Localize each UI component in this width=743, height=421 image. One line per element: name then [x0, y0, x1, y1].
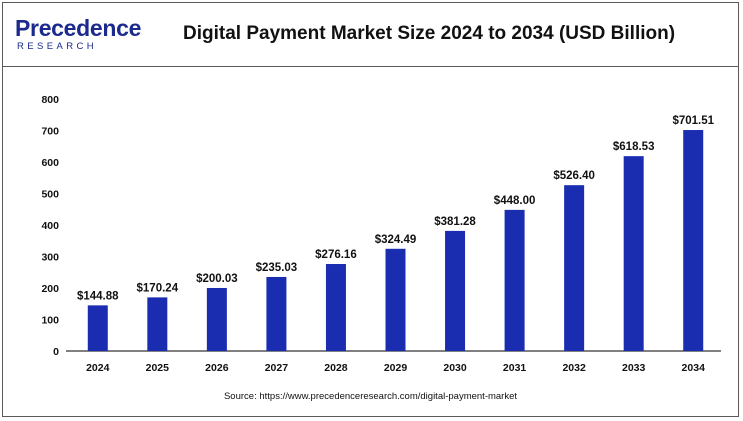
y-tick-label: 100: [41, 315, 59, 327]
y-tick-label: 300: [41, 252, 59, 264]
y-tick-label: 0: [53, 346, 59, 358]
bar-2029: [385, 248, 406, 351]
bar-2030: [445, 230, 466, 351]
x-tick-label: 2032: [562, 362, 586, 374]
x-tick-label: 2025: [146, 362, 170, 374]
x-axis: 2024 2025 2026 2027 2028 2029 2030 2031 2032 2033…: [86, 362, 705, 374]
brand-name: Precedence: [15, 15, 142, 41]
data-label-2032: $526.40: [553, 170, 595, 182]
data-label-2028: $276.16: [315, 249, 357, 261]
x-tick-label: 2030: [443, 362, 467, 374]
y-tick-label: 700: [41, 126, 59, 138]
data-label-2027: $235.03: [256, 262, 298, 274]
x-tick-label: 2033: [622, 362, 646, 374]
data-label-2029: $324.49: [375, 234, 417, 246]
header: Precedence RESEARCH Digital Payment Mark…: [3, 3, 738, 67]
bar-2028: [325, 264, 346, 351]
data-label-2034: $701.51: [672, 115, 714, 127]
bar-chart: 0 100 200 300 400 500 600 700 800 $144.88 $170.24…: [41, 94, 721, 374]
data-label-2031: $448.00: [494, 195, 536, 207]
bar-2025: [147, 297, 168, 351]
x-tick-label: 2034: [682, 362, 706, 374]
y-tick-label: 400: [41, 220, 59, 232]
chart-title: Digital Payment Market Size 2024 to 2034…: [183, 23, 676, 44]
y-tick-label: 600: [41, 157, 59, 169]
brand-subtitle: RESEARCH: [17, 41, 97, 52]
bar-series: [87, 130, 704, 351]
source-note: Source: https://www.precedenceresearch.c…: [223, 391, 518, 402]
x-tick-label: 2031: [503, 362, 527, 374]
bar-2034: [683, 130, 704, 351]
chart-frame: Precedence RESEARCH Digital Payment Mark…: [2, 2, 739, 417]
data-label-2025: $170.24: [137, 282, 179, 294]
data-label-2024: $144.88: [77, 290, 119, 302]
bar-2031: [504, 209, 525, 351]
y-axis: 0 100 200 300 400 500 600 700 800: [41, 94, 59, 358]
data-label-2026: $200.03: [196, 273, 238, 285]
y-tick-label: 800: [41, 94, 59, 106]
bar-2024: [87, 305, 108, 351]
x-tick-label: 2027: [265, 362, 289, 374]
x-tick-label: 2028: [324, 362, 348, 374]
brand-logo: Precedence RESEARCH: [15, 15, 141, 55]
y-tick-label: 200: [41, 283, 59, 295]
data-labels: $144.88 $170.24 $200.03 $235.03 $276.16 $324.…: [77, 115, 715, 302]
y-tick-label: 500: [41, 189, 59, 201]
bar-2033: [623, 156, 644, 351]
data-label-2030: $381.28: [434, 216, 476, 228]
x-tick-label: 2024: [86, 362, 110, 374]
bar-2027: [266, 276, 287, 351]
bar-2026: [206, 287, 227, 351]
x-tick-label: 2029: [384, 362, 408, 374]
data-label-2033: $618.53: [613, 141, 655, 153]
bar-2032: [564, 185, 585, 351]
x-tick-label: 2026: [205, 362, 229, 374]
